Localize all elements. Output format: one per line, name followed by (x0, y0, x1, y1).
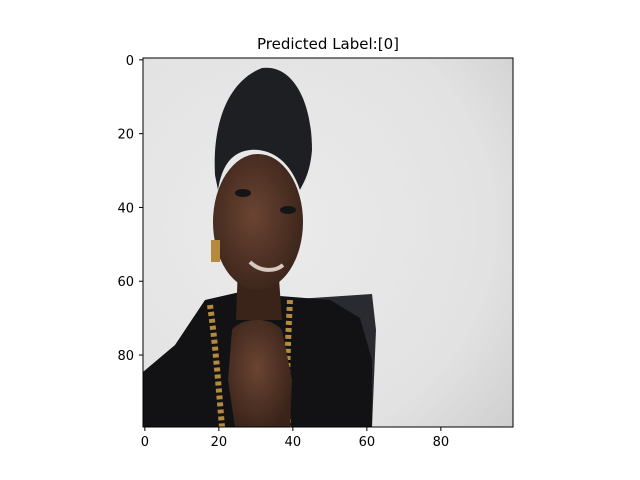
hair (214, 67, 312, 190)
necklace-left (207, 304, 225, 427)
x-tick-label: 40 (285, 435, 302, 450)
hand (228, 319, 292, 427)
y-tick-label: 0 (126, 54, 134, 69)
y-tick-label: 60 (117, 275, 134, 290)
right-eye (280, 206, 296, 214)
portrait-photo-icon (143, 58, 513, 427)
y-tick-label: 80 (117, 349, 134, 364)
left-eye (235, 189, 251, 197)
mouth (248, 260, 285, 272)
x-tick-label: 0 (141, 435, 149, 450)
x-axis: 0 20 40 60 80 (141, 427, 449, 450)
earring (211, 240, 220, 262)
y-axis: 0 20 40 60 80 (117, 54, 143, 364)
axes-frame (142, 57, 514, 428)
x-tick-label: 20 (211, 435, 228, 450)
chart-title: Predicted Label:[0] (257, 35, 399, 53)
face (213, 154, 303, 290)
y-tick-label: 40 (117, 201, 134, 216)
x-tick-label: 60 (359, 435, 376, 450)
x-tick-label: 80 (433, 435, 450, 450)
y-tick-label: 20 (117, 128, 134, 143)
